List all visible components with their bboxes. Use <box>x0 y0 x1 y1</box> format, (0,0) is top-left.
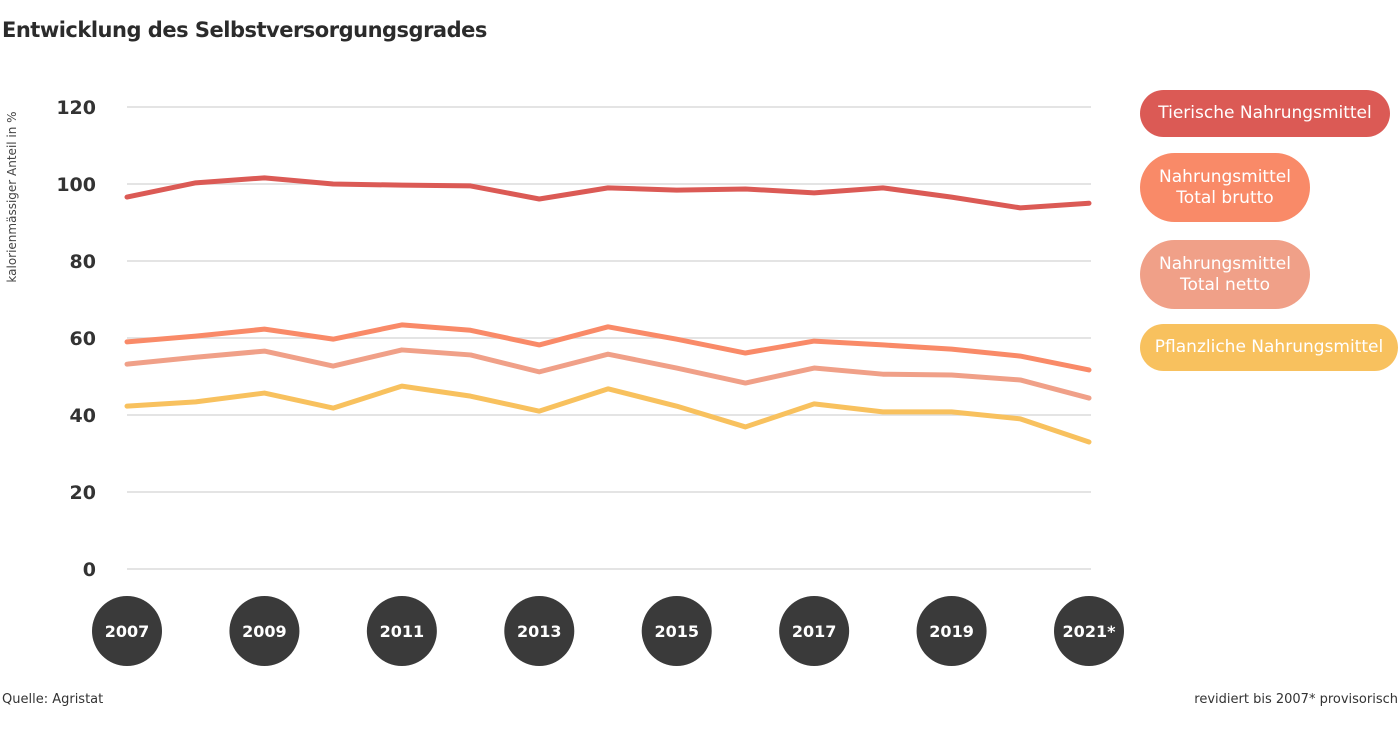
y-tick-label: 120 <box>56 97 96 119</box>
x-tick-label: 2019 <box>929 622 974 641</box>
x-tick-label: 2007 <box>105 622 150 641</box>
x-tick-badge <box>92 596 162 666</box>
x-tick-badge <box>779 596 850 666</box>
series-line <box>124 175 1092 211</box>
series-line <box>124 347 1092 401</box>
x-tick-label: 2009 <box>242 622 287 641</box>
x-tick-label: 2021* <box>1063 622 1117 641</box>
x-tick-label: 2017 <box>792 622 837 641</box>
legend-item: Nahrungsmittel Total netto <box>1140 240 1310 309</box>
x-tick-badge <box>1054 596 1124 666</box>
revision-note: revidiert bis 2007* provisorisch <box>1194 692 1398 707</box>
y-tick-label: 80 <box>70 251 96 273</box>
y-tick-label: 20 <box>70 482 96 504</box>
series-line <box>124 383 1092 445</box>
legend-item: Pflanzliche Nahrungsmittel <box>1140 324 1398 371</box>
y-tick-label: 100 <box>56 174 96 196</box>
x-tick-label: 2015 <box>654 622 699 641</box>
y-tick-label: 40 <box>70 405 96 427</box>
legend-item: Nahrungsmittel Total brutto <box>1140 153 1310 222</box>
source-note: Quelle: Agristat <box>2 692 104 707</box>
legend-item: Tierische Nahrungsmittel <box>1140 90 1390 137</box>
x-tick-badge <box>504 596 575 666</box>
y-tick-label: 60 <box>70 328 96 350</box>
chart-title: Entwicklung des Selbstversorgungsgrades <box>2 18 487 42</box>
x-tick-label: 2013 <box>517 622 562 641</box>
x-tick-badge <box>641 596 712 666</box>
x-tick-badge <box>916 596 987 666</box>
x-tick-label: 2011 <box>380 622 425 641</box>
y-tick-label: 0 <box>83 559 96 581</box>
x-tick-badge <box>229 596 300 666</box>
x-tick-badge <box>366 596 437 666</box>
series-line <box>124 322 1092 373</box>
